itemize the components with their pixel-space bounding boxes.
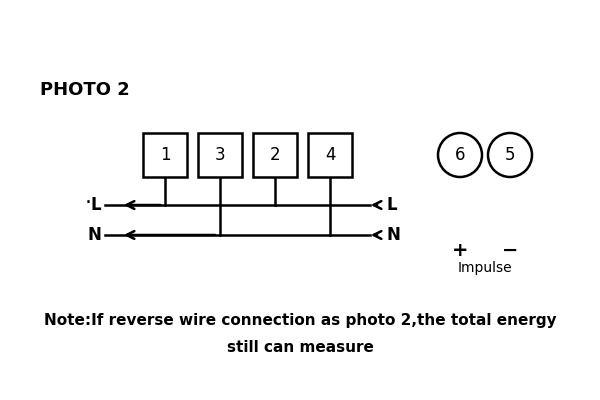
Text: 5: 5	[505, 146, 515, 164]
Text: N: N	[386, 226, 400, 244]
Text: 1: 1	[160, 146, 170, 164]
Text: 6: 6	[455, 146, 465, 164]
Text: 3: 3	[215, 146, 226, 164]
Bar	[308, 133, 352, 177]
Text: −: −	[502, 240, 518, 260]
Text: Impulse: Impulse	[458, 261, 512, 275]
Text: Note:If reverse wire connection as photo 2,the total energy: Note:If reverse wire connection as photo…	[44, 312, 556, 328]
Bar	[143, 133, 187, 177]
Text: +: +	[452, 240, 468, 260]
Text: L: L	[91, 196, 101, 214]
Bar	[198, 133, 242, 177]
Text: 2: 2	[269, 146, 280, 164]
Text: 4: 4	[325, 146, 335, 164]
Text: ·: ·	[85, 193, 91, 213]
Text: L: L	[386, 196, 397, 214]
Circle shape	[438, 133, 482, 177]
Text: N: N	[87, 226, 101, 244]
Bar	[253, 133, 297, 177]
Text: still can measure: still can measure	[227, 340, 373, 356]
Circle shape	[488, 133, 532, 177]
Text: PHOTO 2: PHOTO 2	[40, 81, 130, 99]
